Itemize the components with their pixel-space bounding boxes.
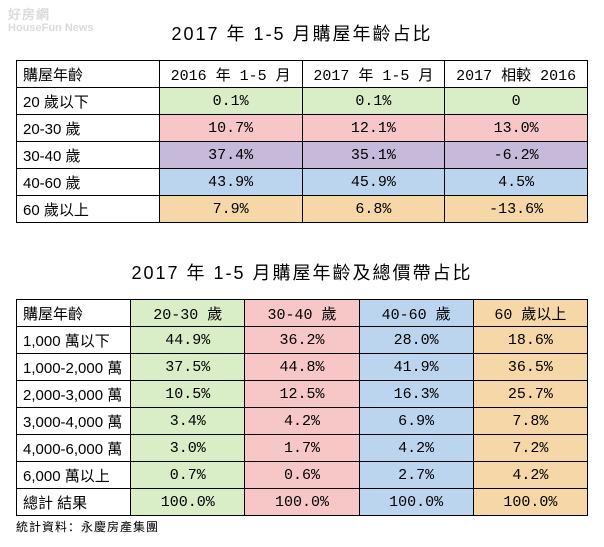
- table1-header: 2017 年 1-5 月: [302, 61, 445, 88]
- table2-header: 20-30 歲: [131, 300, 245, 327]
- cell: 28.0%: [359, 327, 473, 354]
- cell: 36.2%: [245, 327, 359, 354]
- table-row: 20 歲以下0.1%0.1%0: [17, 88, 588, 115]
- table-row: 60 歲以上7.9%6.8%-13.6%: [17, 196, 588, 223]
- cell: 0.7%: [131, 462, 245, 489]
- cell: 100.0%: [359, 489, 473, 516]
- table-row: 總計 結果100.0%100.0%100.0%100.0%: [17, 489, 588, 516]
- table2-header: 購屋年齡: [17, 300, 131, 327]
- table-row: 3,000-4,000 萬3.4%4.2%6.9%7.8%: [17, 408, 588, 435]
- cell: 6.9%: [359, 408, 473, 435]
- table2-header: 60 歲以上: [473, 300, 587, 327]
- cell: 45.9%: [302, 169, 445, 196]
- cell: 100.0%: [131, 489, 245, 516]
- cell: 13.0%: [445, 115, 588, 142]
- table-row: 20-30 歲10.7%12.1%13.0%: [17, 115, 588, 142]
- cell: 0.6%: [245, 462, 359, 489]
- cell: -13.6%: [445, 196, 588, 223]
- row-label: 2,000-3,000 萬: [17, 381, 131, 408]
- table2-header: 40-60 歲: [359, 300, 473, 327]
- table-age-share: 購屋年齡2016 年 1-5 月2017 年 1-5 月2017 相較 2016…: [16, 60, 588, 223]
- cell: 100.0%: [473, 489, 587, 516]
- cell: 0.1%: [159, 88, 302, 115]
- table1-header: 2017 相較 2016: [445, 61, 588, 88]
- cell: 44.8%: [245, 354, 359, 381]
- cell: 4.2%: [473, 462, 587, 489]
- source-text: 統計資料：永慶房產集團: [16, 518, 588, 535]
- cell: 37.4%: [159, 142, 302, 169]
- row-label: 1,000 萬以下: [17, 327, 131, 354]
- row-label: 4,000-6,000 萬: [17, 435, 131, 462]
- cell: 6.8%: [302, 196, 445, 223]
- cell: 12.5%: [245, 381, 359, 408]
- table-row: 6,000 萬以上0.7%0.6%2.7%4.2%: [17, 462, 588, 489]
- cell: 2.7%: [359, 462, 473, 489]
- table-row: 1,000-2,000 萬37.5%44.8%41.9%36.5%: [17, 354, 588, 381]
- table2-header: 30-40 歲: [245, 300, 359, 327]
- row-label: 6,000 萬以上: [17, 462, 131, 489]
- table-row: 30-40 歲37.4%35.1%-6.2%: [17, 142, 588, 169]
- cell: 44.9%: [131, 327, 245, 354]
- cell: 4.5%: [445, 169, 588, 196]
- cell: 4.2%: [245, 408, 359, 435]
- table-age-price: 購屋年齡20-30 歲30-40 歲40-60 歲60 歲以上 1,000 萬以…: [16, 299, 588, 516]
- cell: 100.0%: [245, 489, 359, 516]
- title-1: 2017 年 1-5 月購屋年齡占比: [16, 20, 588, 46]
- cell: 43.9%: [159, 169, 302, 196]
- table1-header: 2016 年 1-5 月: [159, 61, 302, 88]
- cell: 4.2%: [359, 435, 473, 462]
- row-label: 總計 結果: [17, 489, 131, 516]
- cell: 35.1%: [302, 142, 445, 169]
- cell: 3.4%: [131, 408, 245, 435]
- cell: 0.1%: [302, 88, 445, 115]
- cell: 7.9%: [159, 196, 302, 223]
- cell: 7.8%: [473, 408, 587, 435]
- row-label: 1,000-2,000 萬: [17, 354, 131, 381]
- cell: 12.1%: [302, 115, 445, 142]
- row-label: 20 歲以下: [17, 88, 160, 115]
- title-2: 2017 年 1-5 月購屋年齡及總價帶占比: [16, 259, 588, 285]
- row-label: 30-40 歲: [17, 142, 160, 169]
- table1-header: 購屋年齡: [17, 61, 160, 88]
- cell: 0: [445, 88, 588, 115]
- row-label: 3,000-4,000 萬: [17, 408, 131, 435]
- table-row: 40-60 歲43.9%45.9%4.5%: [17, 169, 588, 196]
- cell: 36.5%: [473, 354, 587, 381]
- cell: 18.6%: [473, 327, 587, 354]
- cell: 10.7%: [159, 115, 302, 142]
- cell: 7.2%: [473, 435, 587, 462]
- cell: 37.5%: [131, 354, 245, 381]
- cell: 16.3%: [359, 381, 473, 408]
- cell: 41.9%: [359, 354, 473, 381]
- table-row: 1,000 萬以下44.9%36.2%28.0%18.6%: [17, 327, 588, 354]
- table-row: 2,000-3,000 萬10.5%12.5%16.3%25.7%: [17, 381, 588, 408]
- cell: -6.2%: [445, 142, 588, 169]
- row-label: 40-60 歲: [17, 169, 160, 196]
- cell: 10.5%: [131, 381, 245, 408]
- cell: 3.0%: [131, 435, 245, 462]
- cell: 1.7%: [245, 435, 359, 462]
- row-label: 20-30 歲: [17, 115, 160, 142]
- cell: 25.7%: [473, 381, 587, 408]
- row-label: 60 歲以上: [17, 196, 160, 223]
- table-row: 4,000-6,000 萬3.0%1.7%4.2%7.2%: [17, 435, 588, 462]
